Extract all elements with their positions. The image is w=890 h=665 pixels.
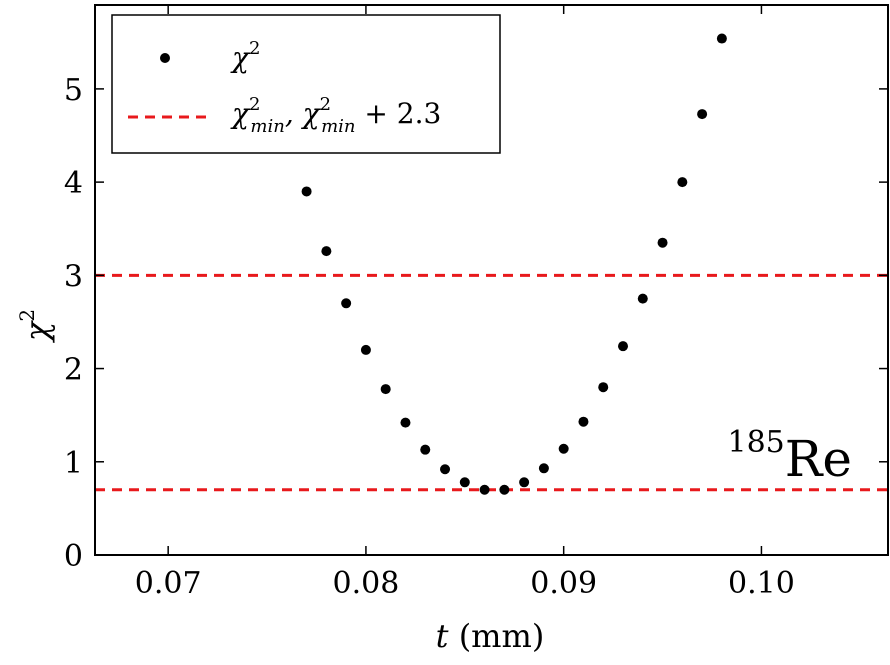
legend-entry-chi2: χ2 <box>230 38 260 74</box>
data-point <box>400 417 411 428</box>
legend-entry-chi2min: χ2 min, χ2 min + 2.3 <box>230 94 441 137</box>
axis-ticks: 0.07 0.08 0.09 0.10 0 1 2 3 4 5 <box>64 5 888 601</box>
y-tick-label: 3 <box>64 259 83 294</box>
legend-entry-chi2-base: χ <box>230 41 251 74</box>
isotope-symbol: Re <box>785 430 852 488</box>
data-point <box>538 463 549 474</box>
legend-entry-offset: + 2.3 <box>356 97 442 130</box>
isotope-mass-number: 185 <box>727 425 784 460</box>
x-tick-label: 0.09 <box>530 566 597 601</box>
data-point <box>440 464 451 475</box>
y-axis-label-sup: 2 <box>15 309 39 322</box>
data-point <box>459 477 470 488</box>
legend: χ2 χ2 min, χ2 min + 2.3 <box>111 14 501 154</box>
x-tick-label: 0.08 <box>333 566 400 601</box>
data-point <box>578 416 589 427</box>
data-point <box>618 341 629 352</box>
legend-entry-chi2min2-sup: 2 <box>320 94 331 115</box>
data-point <box>558 443 569 454</box>
y-tick-label: 1 <box>64 446 83 481</box>
legend-entry-chi2min2-sub: min <box>321 116 355 137</box>
legend-box <box>111 14 501 154</box>
x-axis-label: t (mm) <box>436 617 545 655</box>
data-point <box>697 109 708 120</box>
y-axis-label: χ2 <box>15 309 56 343</box>
data-point <box>657 237 668 248</box>
data-point <box>519 477 530 488</box>
data-point <box>321 246 332 257</box>
data-point <box>637 293 648 304</box>
reference-lines <box>95 273 888 492</box>
x-axis-label-var: t <box>436 617 449 655</box>
plot-area <box>94 4 889 556</box>
data-point <box>341 298 352 309</box>
legend-entry-chi2min-base: χ <box>230 97 251 130</box>
y-tick-label: 2 <box>64 353 83 388</box>
data-point <box>420 444 431 455</box>
data-point <box>479 484 490 495</box>
isotope-annotation: 185Re <box>727 425 852 488</box>
data-point <box>301 186 312 197</box>
data-point <box>677 177 688 188</box>
legend-entry-chi2min-sup: 2 <box>249 94 260 115</box>
data-point <box>360 344 371 355</box>
y-tick-label: 5 <box>64 73 83 108</box>
data-points <box>301 33 727 495</box>
legend-entry-chi2-sup: 2 <box>249 38 260 59</box>
x-tick-label: 0.07 <box>135 566 202 601</box>
legend-dot-marker <box>160 53 170 63</box>
x-axis-label-unit: (mm) <box>449 617 545 655</box>
data-point <box>598 382 609 393</box>
x-tick-label: 0.10 <box>728 566 795 601</box>
y-tick-label: 4 <box>64 166 83 201</box>
data-point <box>499 484 510 495</box>
data-point <box>380 384 391 395</box>
data-point <box>716 33 727 44</box>
legend-entry-chi2min-sep: , χ <box>285 97 322 130</box>
y-axis-label-base: χ <box>18 320 56 343</box>
legend-entry-chi2min-sub: min <box>250 116 284 137</box>
y-tick-label: 0 <box>64 539 83 574</box>
